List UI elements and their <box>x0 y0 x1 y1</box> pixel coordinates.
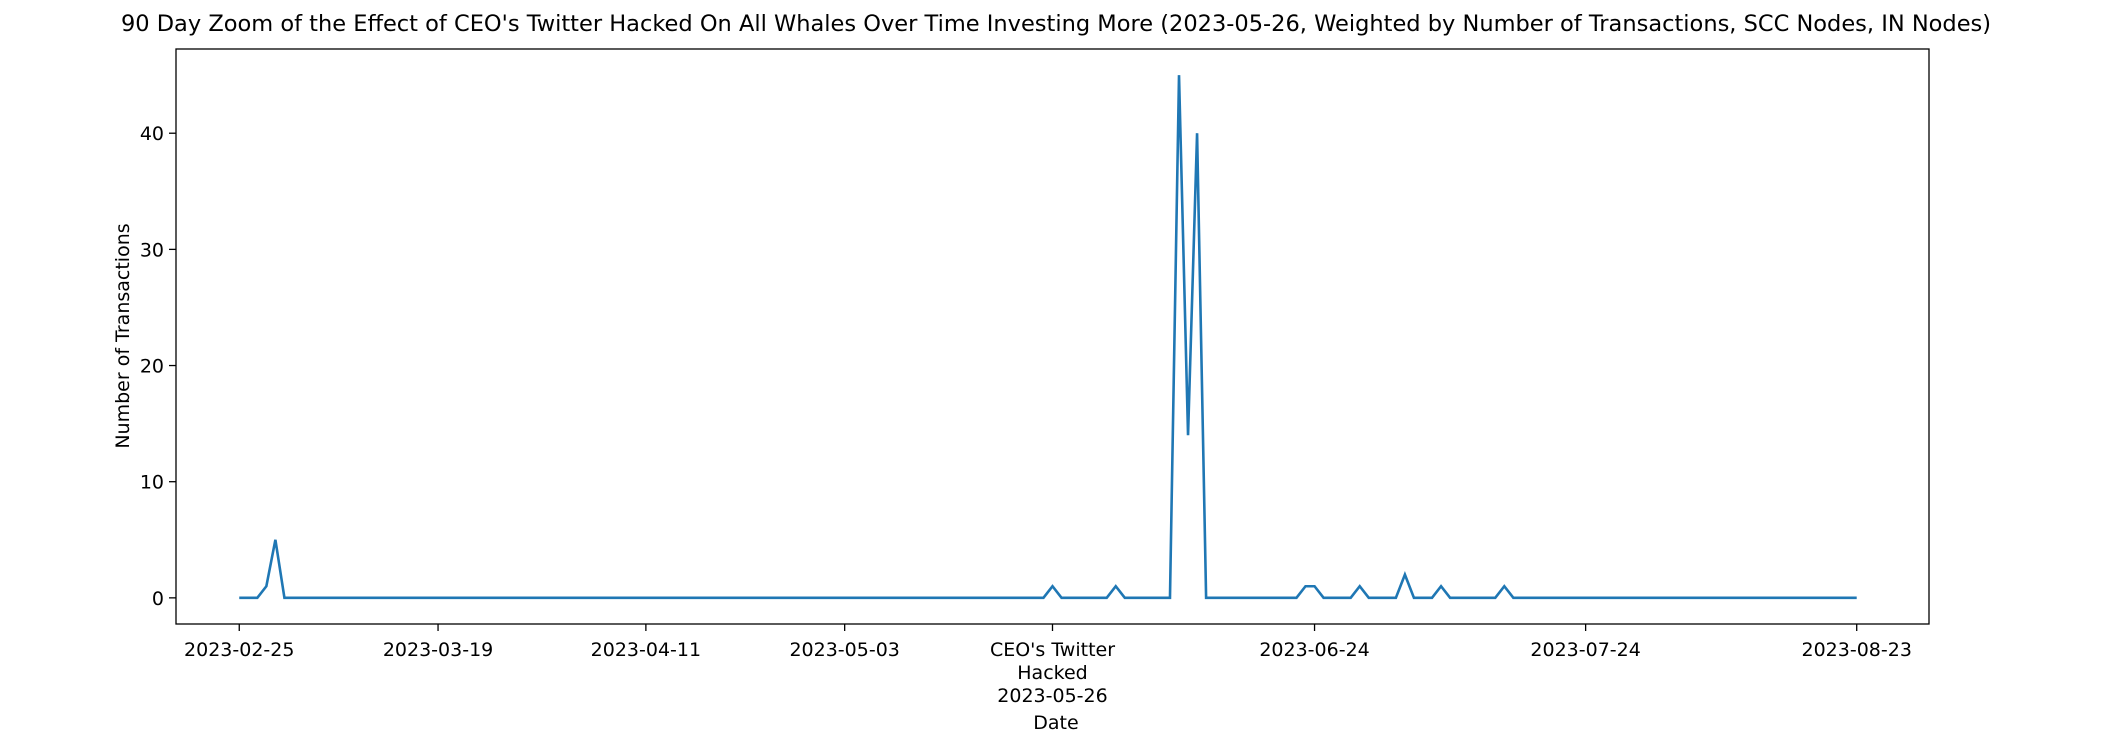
y-tick-label: 40 <box>140 123 164 145</box>
y-tick-label: 30 <box>140 239 164 261</box>
x-tick-label: 2023-05-03 <box>789 639 899 661</box>
x-tick-label-line: 2023-06-24 <box>1259 639 1369 661</box>
y-axis-label: Number of Transactions <box>112 223 134 448</box>
x-axis-label: Date <box>1033 712 1078 734</box>
x-tick-label: 2023-06-24 <box>1259 639 1369 661</box>
x-tick-label-line: 2023-08-23 <box>1802 639 1912 661</box>
x-tick-label-line: 2023-05-26 <box>997 685 1107 707</box>
x-tick-label: 2023-08-23 <box>1802 639 1912 661</box>
x-tick-label-line: 2023-07-24 <box>1530 639 1640 661</box>
chart-title: 90 Day Zoom of the Effect of CEO's Twitt… <box>121 11 1991 37</box>
x-tick-label-line: Hacked <box>1017 662 1087 684</box>
x-tick-label-line: 2023-02-25 <box>184 639 294 661</box>
series-line-0 <box>239 75 1857 600</box>
x-tick-label-line: 2023-04-11 <box>591 639 701 661</box>
x-tick-label-line: 2023-05-03 <box>789 639 899 661</box>
y-axis: 0 10 20 30 40 <box>140 123 176 610</box>
x-tick-label-line: CEO's Twitter <box>990 639 1115 661</box>
x-tick-label-line: 2023-03-19 <box>383 639 493 661</box>
x-axis: 2023-02-25 2023-03-19 2023-04-11 2023-05-03… <box>184 624 1912 707</box>
x-tick-label: 2023-07-24 <box>1530 639 1640 661</box>
y-tick-label: 0 <box>152 588 164 610</box>
y-tick-label: 20 <box>140 356 164 378</box>
x-tick-label: 2023-04-11 <box>591 639 701 661</box>
x-tick-label: CEO's Twitter Hacked 2023-05-26 <box>990 639 1115 707</box>
x-tick-label: 2023-03-19 <box>383 639 493 661</box>
x-tick-label: 2023-02-25 <box>184 639 294 661</box>
y-tick-label: 10 <box>140 472 164 494</box>
